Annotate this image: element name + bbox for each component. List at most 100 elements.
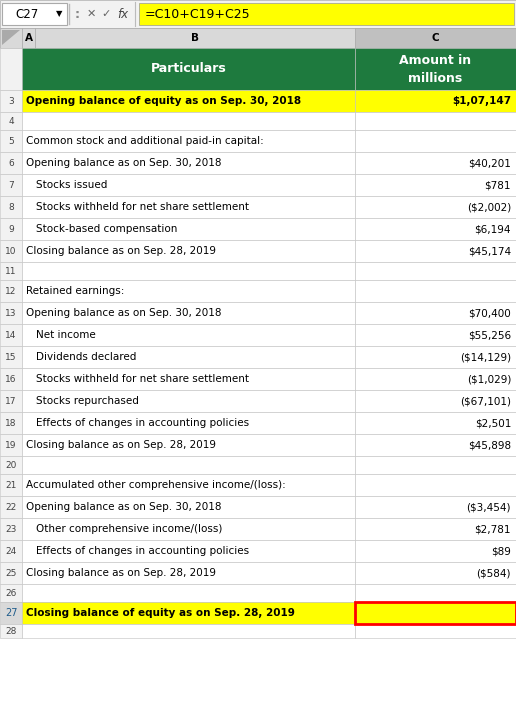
- Bar: [355, 434, 516, 456]
- Bar: [0, 0, 516, 28]
- Text: Amount in
millions: Amount in millions: [399, 53, 472, 85]
- Text: Opening balance as on Sep. 30, 2018: Opening balance as on Sep. 30, 2018: [26, 502, 221, 512]
- Text: ▼: ▼: [56, 9, 62, 19]
- Text: 12: 12: [5, 286, 17, 296]
- Bar: [355, 240, 516, 262]
- Bar: [0, 584, 22, 602]
- Text: $1,07,147: $1,07,147: [452, 96, 511, 106]
- Text: $6,194: $6,194: [475, 224, 511, 234]
- Bar: [0, 412, 22, 434]
- Bar: [355, 280, 516, 302]
- Bar: [355, 324, 516, 346]
- Bar: [355, 496, 516, 518]
- Bar: [0, 90, 22, 112]
- Text: 11: 11: [5, 267, 17, 275]
- Text: ($67,101): ($67,101): [460, 396, 511, 406]
- Text: Dividends declared: Dividends declared: [36, 352, 136, 362]
- Bar: [22, 346, 355, 368]
- Bar: [22, 262, 355, 280]
- Bar: [0, 324, 22, 346]
- Text: 15: 15: [5, 352, 17, 362]
- Bar: [0, 518, 22, 540]
- Text: A: A: [25, 33, 33, 43]
- Text: Opening balance as on Sep. 30, 2018: Opening balance as on Sep. 30, 2018: [26, 158, 221, 168]
- Bar: [355, 174, 516, 196]
- Text: Stocks issued: Stocks issued: [36, 180, 107, 190]
- Bar: [0, 474, 22, 496]
- Text: ($1,029): ($1,029): [466, 374, 511, 384]
- Bar: [355, 28, 516, 48]
- Text: 19: 19: [5, 441, 17, 449]
- Text: Closing balance as on Sep. 28, 2019: Closing balance as on Sep. 28, 2019: [26, 440, 216, 450]
- Text: 10: 10: [5, 247, 17, 255]
- Text: C: C: [432, 33, 439, 43]
- Text: Closing balance as on Sep. 28, 2019: Closing balance as on Sep. 28, 2019: [26, 246, 216, 256]
- Bar: [355, 152, 516, 174]
- Text: Stock-based compensation: Stock-based compensation: [36, 224, 178, 234]
- Text: ✓: ✓: [101, 9, 110, 19]
- Text: 23: 23: [5, 524, 17, 533]
- Bar: [355, 584, 516, 602]
- Bar: [0, 562, 22, 584]
- Bar: [355, 474, 516, 496]
- Bar: [355, 602, 516, 624]
- Text: 17: 17: [5, 396, 17, 406]
- Bar: [22, 302, 355, 324]
- Bar: [355, 540, 516, 562]
- Bar: [0, 496, 22, 518]
- Text: Retained earnings:: Retained earnings:: [26, 286, 124, 296]
- Bar: [139, 3, 514, 25]
- Bar: [355, 48, 516, 90]
- Text: Effects of changes in accounting policies: Effects of changes in accounting policie…: [36, 546, 249, 556]
- Bar: [0, 218, 22, 240]
- Text: 26: 26: [5, 588, 17, 597]
- Bar: [22, 496, 355, 518]
- Text: =C10+C19+C25: =C10+C19+C25: [145, 7, 251, 21]
- Bar: [355, 90, 516, 112]
- Bar: [0, 456, 22, 474]
- Text: 9: 9: [8, 224, 14, 234]
- Text: $2,781: $2,781: [475, 524, 511, 534]
- Text: :: :: [75, 7, 80, 21]
- Bar: [22, 90, 355, 112]
- Text: 21: 21: [5, 480, 17, 490]
- Bar: [22, 390, 355, 412]
- Bar: [355, 130, 516, 152]
- Bar: [0, 240, 22, 262]
- Text: Closing balance as on Sep. 28, 2019: Closing balance as on Sep. 28, 2019: [26, 568, 216, 578]
- Bar: [355, 412, 516, 434]
- Text: Opening balance as on Sep. 30, 2018: Opening balance as on Sep. 30, 2018: [26, 308, 221, 318]
- Text: 18: 18: [5, 418, 17, 428]
- Text: $2,501: $2,501: [475, 418, 511, 428]
- Text: $55,256: $55,256: [468, 330, 511, 340]
- Text: ($14,129): ($14,129): [460, 352, 511, 362]
- Text: Net income: Net income: [36, 330, 96, 340]
- Text: $90,488: $90,488: [463, 608, 511, 618]
- Bar: [22, 280, 355, 302]
- Text: fx: fx: [117, 7, 128, 21]
- Bar: [355, 518, 516, 540]
- Bar: [355, 390, 516, 412]
- Text: 22: 22: [5, 503, 17, 511]
- Text: 14: 14: [5, 331, 17, 339]
- Bar: [0, 302, 22, 324]
- Text: Closing balance of equity as on Sep. 28, 2019: Closing balance of equity as on Sep. 28,…: [26, 608, 295, 618]
- Bar: [22, 152, 355, 174]
- Text: 7: 7: [8, 180, 14, 190]
- Text: 5: 5: [8, 137, 14, 145]
- Bar: [0, 174, 22, 196]
- Bar: [0, 280, 22, 302]
- Bar: [22, 624, 355, 638]
- Text: Stocks repurchased: Stocks repurchased: [36, 396, 139, 406]
- Text: 3: 3: [8, 96, 14, 106]
- Bar: [355, 624, 516, 638]
- Text: $45,174: $45,174: [468, 246, 511, 256]
- Bar: [22, 240, 355, 262]
- Bar: [22, 130, 355, 152]
- Bar: [355, 562, 516, 584]
- Text: Opening balance of equity as on Sep. 30, 2018: Opening balance of equity as on Sep. 30,…: [26, 96, 301, 106]
- Bar: [355, 218, 516, 240]
- Text: 4: 4: [8, 116, 14, 126]
- Text: Common stock and additional paid-in capital:: Common stock and additional paid-in capi…: [26, 136, 264, 146]
- Text: 27: 27: [5, 608, 17, 618]
